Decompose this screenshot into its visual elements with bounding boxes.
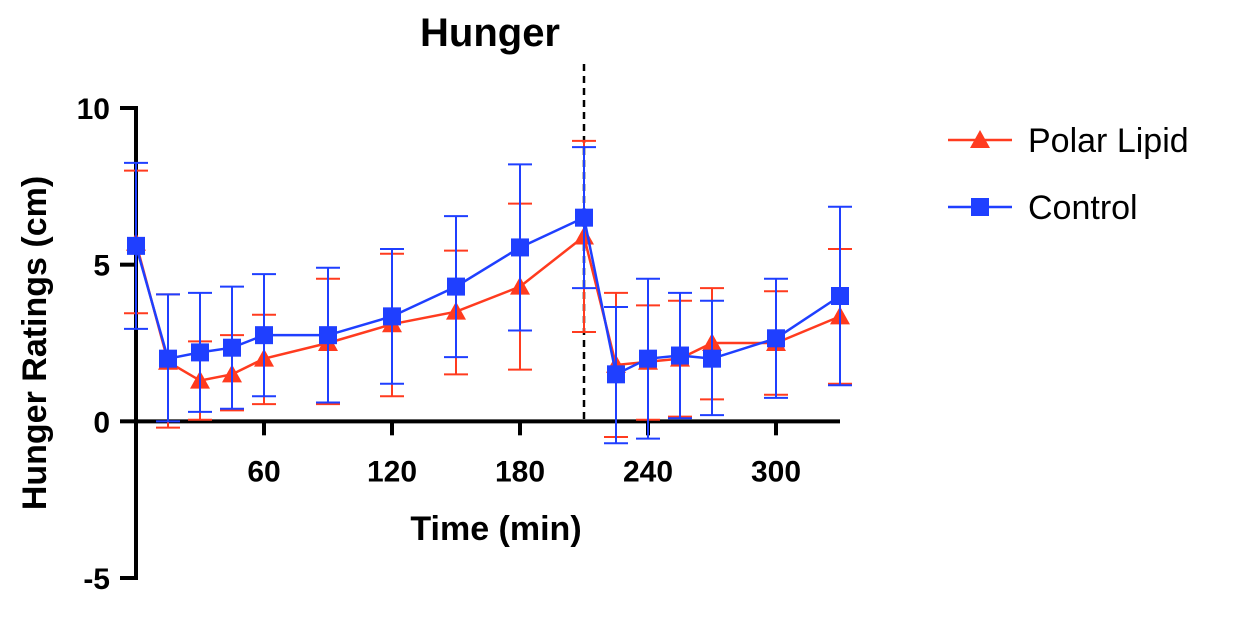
data-point-square	[383, 307, 401, 326]
series-polar-lipid	[124, 139, 852, 438]
legend-marker-square	[971, 198, 989, 216]
data-point-square	[607, 365, 625, 384]
series-line	[134, 215, 841, 377]
y-tick-label: -5	[83, 563, 110, 596]
data-point-square	[223, 338, 241, 357]
data-point-square	[511, 238, 529, 257]
data-point-square	[831, 287, 849, 305]
data-point-square	[127, 236, 145, 255]
data-point-square	[255, 326, 273, 345]
legend-label: Control	[1028, 189, 1138, 227]
x-tick-label: 120	[367, 455, 417, 488]
series-layer	[124, 139, 852, 445]
x-tick-label: 300	[751, 455, 801, 488]
y-axis-label: Hunger Ratings (cm)	[16, 176, 54, 510]
data-point-square	[319, 326, 337, 345]
series-control	[124, 146, 852, 445]
y-tick-label: 0	[93, 406, 110, 439]
y-tick-label: 5	[93, 250, 110, 283]
data-point-square	[703, 349, 721, 368]
x-tick-label: 180	[495, 455, 545, 488]
x-tick-label: 240	[623, 455, 673, 488]
data-point-square	[671, 346, 689, 365]
series-line	[134, 234, 841, 382]
data-point-square	[447, 277, 465, 296]
legend-marker-triangle	[970, 130, 990, 148]
x-tick-label: 60	[247, 455, 280, 488]
data-point-square	[191, 343, 209, 362]
legend-label: Polar Lipid	[1028, 122, 1189, 160]
y-tick-label: 10	[77, 93, 110, 126]
axis-ticks: 10 5 0 -5 60 120 180 240 300	[77, 93, 801, 596]
x-axis-label: Time (min)	[410, 510, 581, 548]
chart-title: Hunger	[420, 11, 560, 55]
data-point-square	[767, 329, 785, 348]
data-point-square	[639, 349, 657, 368]
legend: Polar Lipid Control	[948, 122, 1189, 227]
data-point-square	[575, 208, 593, 227]
data-point-square	[159, 349, 177, 368]
